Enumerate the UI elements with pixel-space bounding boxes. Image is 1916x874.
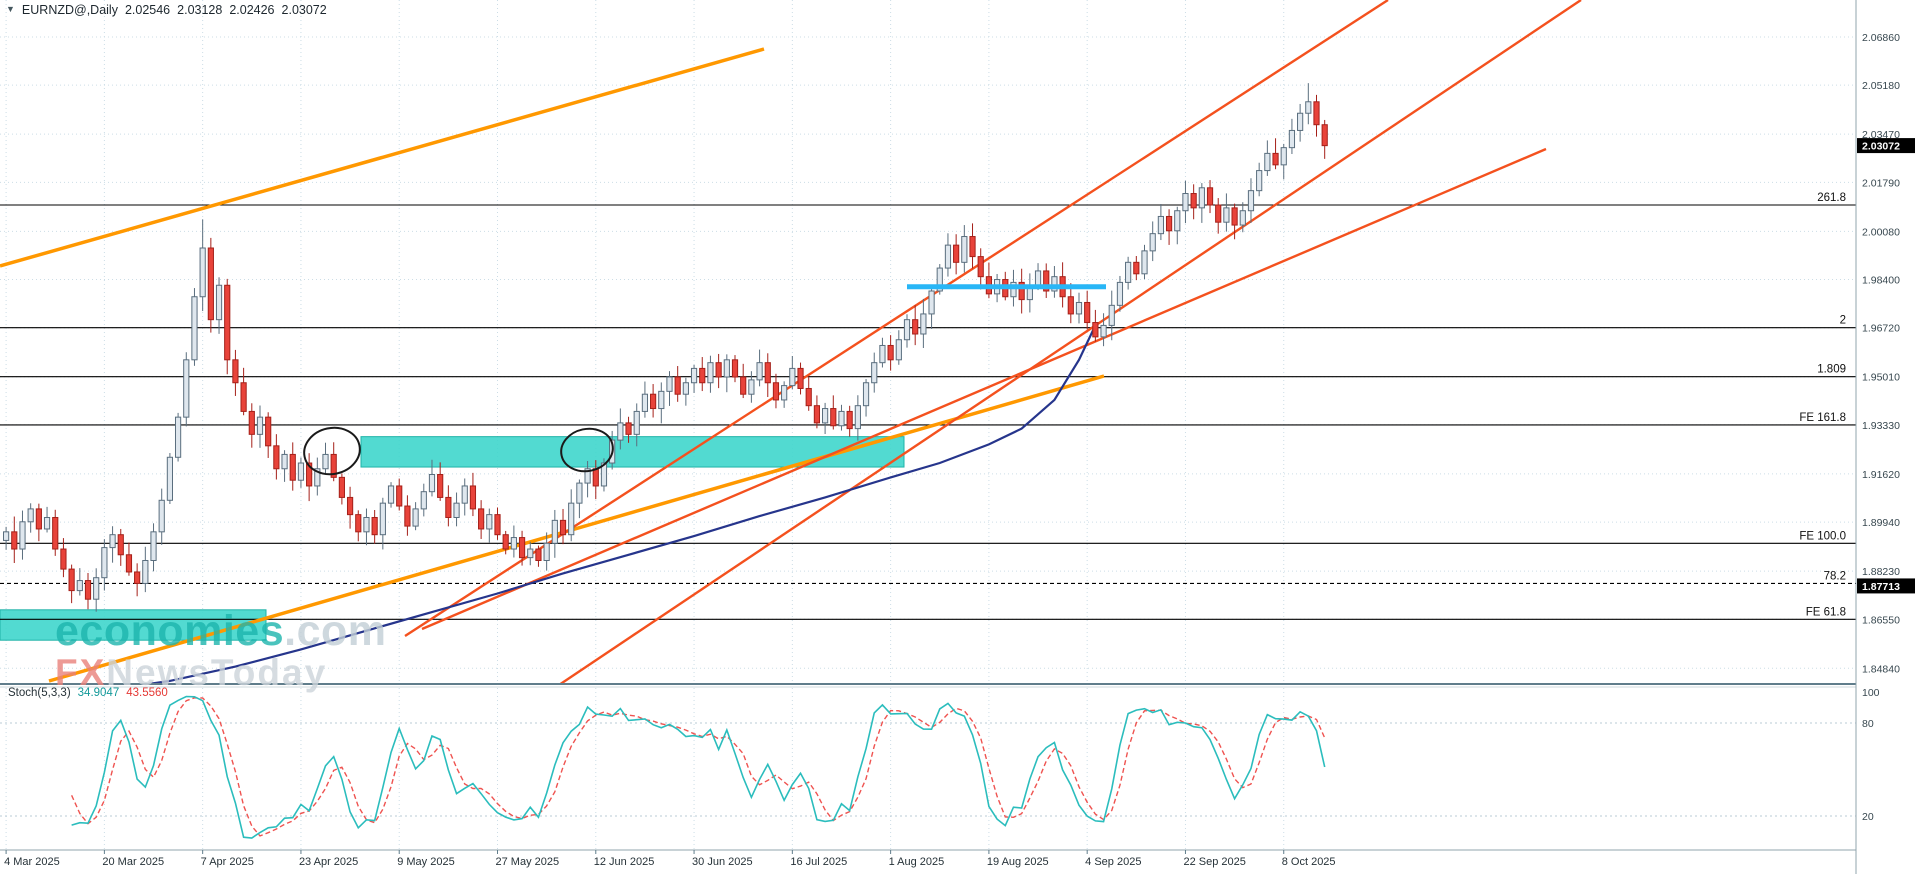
stoch-k-line	[71, 695, 1326, 839]
level-label: FE 161.8	[1799, 412, 1846, 424]
date-tick-label: 30 Jun 2025	[692, 856, 753, 868]
level-label: 78.2	[1824, 570, 1846, 582]
annotation-ellipses[interactable]	[300, 423, 617, 480]
direction-down-icon: ▼	[6, 4, 15, 14]
date-tick-label: 23 Apr 2025	[299, 856, 358, 868]
date-tick-label: 22 Sep 2025	[1183, 856, 1245, 868]
price-tick-label: 1.89940	[1862, 517, 1900, 529]
level-label: 261.8	[1817, 192, 1846, 204]
quote-low: 2.02426	[229, 3, 275, 17]
candles-series	[3, 83, 1328, 612]
level-label: 2	[1840, 315, 1846, 327]
stoch-d-line	[70, 697, 1326, 837]
date-tick-label: 4 Sep 2025	[1085, 856, 1141, 868]
price-badge	[1857, 578, 1915, 594]
date-tick-label: 1 Aug 2025	[889, 856, 945, 868]
level-label: FE 100.0	[1799, 530, 1846, 542]
stoch-k-value: 34.9047	[77, 687, 120, 699]
price-tick-label: 1.88230	[1862, 566, 1900, 578]
time-axis[interactable]: 4 Mar 2025 20 Mar 2025 7 Apr 2025 23 Apr 20…	[4, 850, 1336, 868]
fib-level-lines[interactable]: 261.8 2 1.809 FE 161.8 FE 100.0 78.2 FE 61.8	[0, 192, 1856, 620]
price-tick-label: 1.98400	[1862, 275, 1900, 287]
zone-rect	[360, 436, 905, 468]
ellipse-marker	[560, 427, 614, 473]
stoch-scale-label: 20	[1862, 811, 1874, 823]
price-badge	[1857, 138, 1915, 154]
stoch-scale-label: 80	[1862, 718, 1874, 730]
date-tick-label: 16 Jul 2025	[790, 856, 847, 868]
symbol-timeframe-label: EURNZD@,Daily	[21, 3, 118, 17]
chart-quote-header: ▼ EURNZD@,Daily 2.02546 2.03128 2.02426 …	[6, 3, 327, 17]
red-trendline-long	[421, 147, 1547, 631]
orange-trendline-lower	[48, 374, 1105, 683]
moving-average-line[interactable]	[121, 324, 1097, 688]
price-tick-label: 1.86550	[1862, 614, 1900, 626]
red-channel-line-2	[558, 0, 1582, 684]
price-tick-label: 1.91620	[1862, 469, 1900, 481]
stochastic-indicator-label[interactable]: Stoch(5,3,3) 34.9047 43.5560	[8, 687, 168, 699]
date-tick-label: 19 Aug 2025	[987, 856, 1049, 868]
price-tick-label: 2.00080	[1862, 226, 1900, 238]
zone-rect	[0, 609, 267, 641]
date-tick-label: 12 Jun 2025	[594, 856, 655, 868]
price-tick-label: 2.06860	[1862, 32, 1900, 44]
date-tick-label: 9 May 2025	[397, 856, 454, 868]
level-label: 1.809	[1817, 364, 1846, 376]
price-tick-label: 1.95010	[1862, 372, 1900, 384]
stoch-scale-label: 100	[1862, 687, 1880, 699]
stoch-name: Stoch(5,3,3)	[8, 687, 71, 699]
price-tick-label: 1.93330	[1862, 420, 1900, 432]
quote-close: 2.03072	[281, 3, 327, 17]
price-tick-label: 1.96720	[1862, 323, 1900, 335]
date-tick-label: 8 Oct 2025	[1282, 856, 1336, 868]
date-tick-label: 20 Mar 2025	[102, 856, 164, 868]
date-tick-label: 27 May 2025	[496, 856, 560, 868]
date-tick-label: 4 Mar 2025	[4, 856, 60, 868]
price-tick-label: 2.01790	[1862, 177, 1900, 189]
quote-high: 2.03128	[177, 3, 223, 17]
rectangle-zones[interactable]	[0, 436, 905, 641]
price-tick-label: 2.05180	[1862, 80, 1900, 92]
ellipse-marker	[303, 426, 361, 476]
stochastic-lines	[70, 695, 1326, 839]
price-tick-label: 1.84840	[1862, 663, 1900, 675]
quote-open: 2.02546	[124, 3, 171, 17]
date-tick-label: 7 Apr 2025	[201, 856, 254, 868]
price-badge-label: 1.87713	[1862, 581, 1900, 593]
orange-trendline-upper	[0, 47, 765, 268]
level-label: FE 61.8	[1806, 606, 1846, 618]
stoch-d-value: 43.5560	[126, 687, 168, 699]
price-axis[interactable]: 2.068602.051802.034702.017902.000801.984…	[1855, 0, 1916, 874]
price-badge-label: 2.03072	[1862, 141, 1900, 153]
